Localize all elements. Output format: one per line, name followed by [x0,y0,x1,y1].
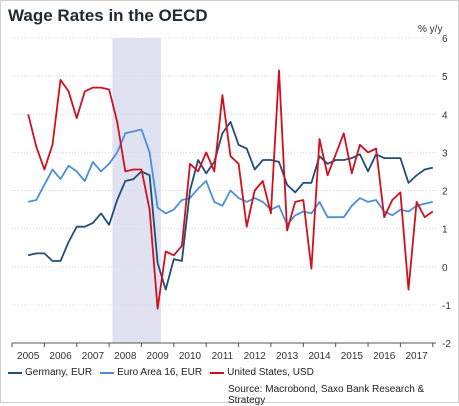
y-tick-label: 0 [442,263,448,274]
x-tick-label: 2013 [276,351,299,362]
legend: Germany, EUR Euro Area 16, EUR United St… [8,367,314,378]
x-tick-label: 2008 [114,351,137,362]
y-tick-label: -1 [442,301,451,312]
legend-label-united-states: United States, USD [227,367,314,378]
y-tick-label: 5 [442,72,448,83]
y-tick-label: 6 [442,34,448,45]
legend-label-germany: Germany, EUR [25,367,93,378]
y-axis-unit-label: % y/y [418,24,443,35]
x-tick-label: 2010 [179,351,202,362]
axes [11,342,436,347]
y-tick-label: 3 [442,148,448,159]
legend-item-united-states: United States, USD [210,367,314,378]
x-tick-label: 2014 [308,351,331,362]
legend-swatch-euro-area [100,371,115,374]
x-tick-label: 2007 [82,351,105,362]
x-tick-label: 2009 [147,351,170,362]
legend-item-euro-area: Euro Area 16, EUR [100,367,202,378]
legend-swatch-united-states [210,371,225,374]
legend-swatch-germany [8,371,22,374]
chart-title: Wage Rates in the OECD [8,6,208,25]
y-tick-label: 1 [442,225,448,236]
x-tick-label: 2017 [405,351,428,362]
series-line-euro-area [27,128,434,226]
source-note: Source: Macrobond, Saxo Bank Research & … [228,384,425,406]
tick-labels: -2 -1 0 1 2 3 4 5 6 2005 2006 2007 2008 2009 2010 2011 2… [17,34,451,362]
gridlines [12,37,436,344]
legend-label-euro-area: Euro Area 16, EUR [117,367,203,378]
y-tick-label: -2 [442,339,451,350]
legend-item-germany: Germany, EUR [8,367,92,378]
y-tick-label: 2 [442,187,448,198]
x-tick-label: 2015 [341,351,364,362]
x-tick-label: 2016 [373,351,396,362]
x-tick-label: 2005 [17,351,40,362]
x-tick-label: 2006 [49,351,72,362]
series-lines [27,69,434,310]
series-line-united-states [27,69,434,310]
x-tick-label: 2012 [244,351,267,362]
series-line-germany [27,121,434,291]
y-tick-label: 4 [442,110,448,121]
x-tick-label: 2011 [212,351,234,362]
